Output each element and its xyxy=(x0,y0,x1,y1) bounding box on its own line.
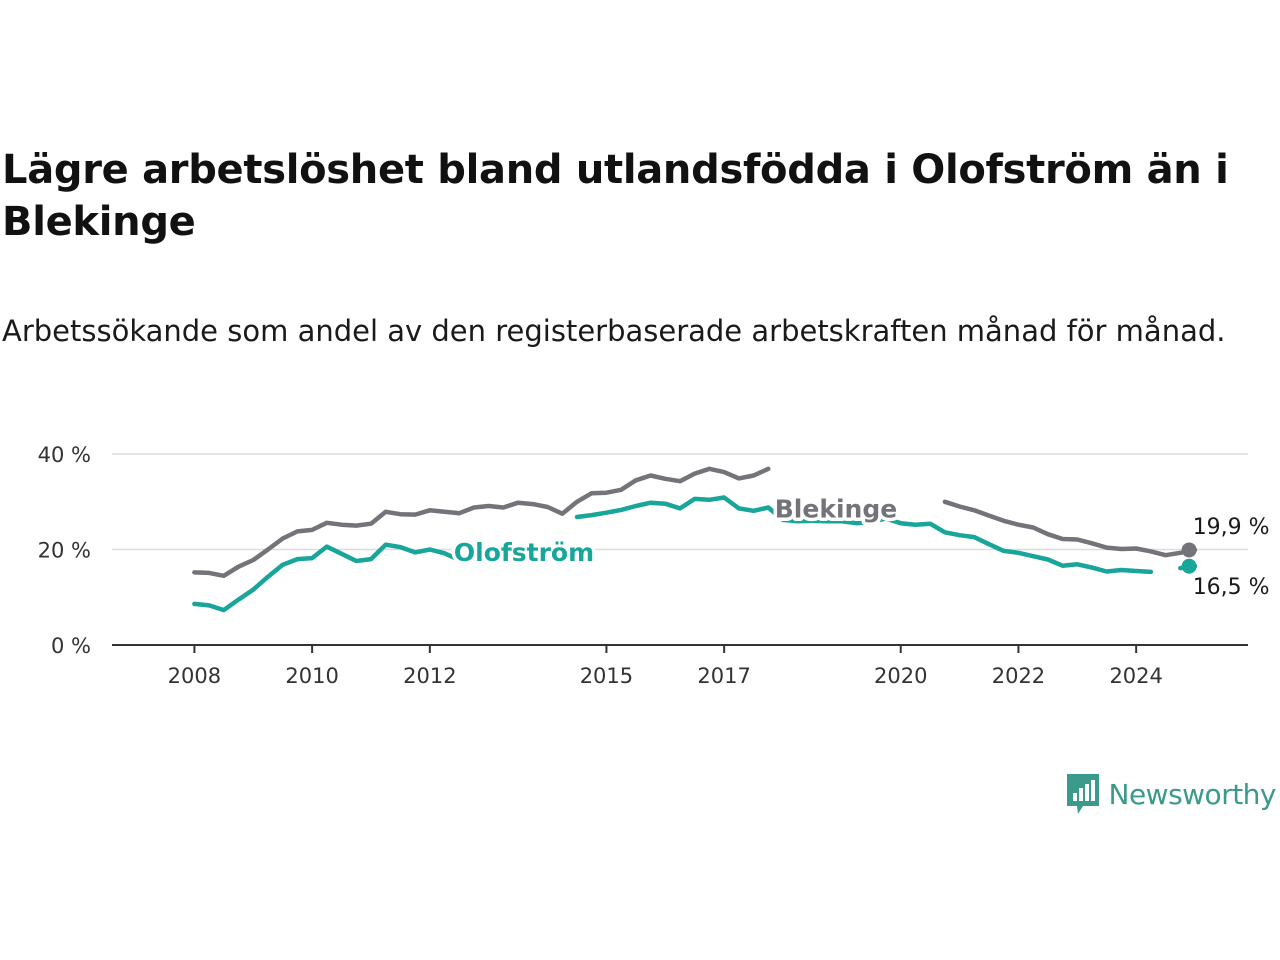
chart-subtitle: Arbetssökande som andel av den registerb… xyxy=(2,314,1226,348)
series-label-olofstr-m: Olofström xyxy=(454,538,594,567)
end-marker-olofstr-m xyxy=(1181,558,1197,574)
chart-title: Lägre arbetslöshet bland utlandsfödda i … xyxy=(2,147,1229,245)
newsworthy-logo: Newsworthy xyxy=(1065,772,1277,816)
newsworthy-logo-icon xyxy=(1066,774,1099,814)
x-tick-label: 2012 xyxy=(403,664,456,688)
end-marker-blekinge xyxy=(1181,542,1197,558)
end-value-label-blekinge: 19,9 % xyxy=(1193,515,1270,540)
x-tick-label: 2024 xyxy=(1109,664,1162,688)
end-value-label-olofstr-m: 16,5 % xyxy=(1193,575,1270,600)
x-tick-label: 2015 xyxy=(580,664,633,688)
series-line-olofstr-m xyxy=(192,495,1198,613)
y-tick-label: 40 % xyxy=(38,443,91,467)
x-tick-label: 2008 xyxy=(168,664,221,688)
series-line-blekinge xyxy=(192,466,1198,579)
series-label-blekinge: Blekinge xyxy=(775,494,897,523)
x-tick-label: 2022 xyxy=(992,664,1045,688)
x-tick-label: 2010 xyxy=(285,664,338,688)
newsworthy-logo-text: Newsworthy xyxy=(1108,777,1277,811)
y-tick-label: 20 % xyxy=(38,539,91,563)
x-tick-label: 2020 xyxy=(874,664,927,688)
y-tick-label: 0 % xyxy=(51,634,91,658)
x-tick-label: 2017 xyxy=(697,664,750,688)
line-chart: 0 % 20 % 40 % 2008 2010 2012 2015 2017 2020 2022 2… xyxy=(38,443,1273,688)
